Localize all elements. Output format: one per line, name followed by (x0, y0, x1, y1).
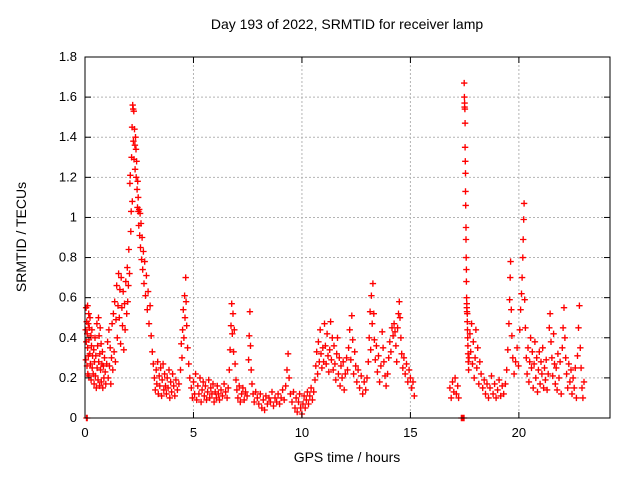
data-points (82, 79, 588, 422)
x-tick-label: 20 (512, 425, 526, 440)
y-tick-label: 0.4 (59, 330, 77, 345)
x-tick-label: 15 (403, 425, 417, 440)
x-tick-label: 5 (190, 425, 197, 440)
y-tick-label: 1.6 (59, 89, 77, 104)
y-tick-label: 0.8 (59, 250, 77, 265)
tick-labels: 0 5 10 15 20 0 0.2 0.4 0.6 0.8 1 1.2 1.4 1.6 1.8 (59, 49, 526, 440)
x-tick-label: 10 (295, 425, 309, 440)
y-tick-label: 1.4 (59, 129, 77, 144)
plot-border (84, 56, 611, 419)
y-tick-label: 1.2 (59, 169, 77, 184)
x-tick-label: 0 (81, 425, 88, 440)
chart-title: Day 193 of 2022, SRMTID for receiver lam… (211, 16, 484, 32)
y-tick-label: 0 (70, 410, 77, 425)
y-tick-label: 1 (70, 209, 77, 224)
x-axis-label: GPS time / hours (294, 449, 401, 465)
y-tick-label: 1.8 (59, 49, 77, 64)
data-points-path (82, 79, 588, 422)
y-tick-label: 0.2 (59, 370, 77, 385)
y-tick-label: 0.6 (59, 290, 77, 305)
axis-ticks (84, 56, 610, 419)
y-axis-label: SRMTID / TECUs (13, 182, 29, 292)
